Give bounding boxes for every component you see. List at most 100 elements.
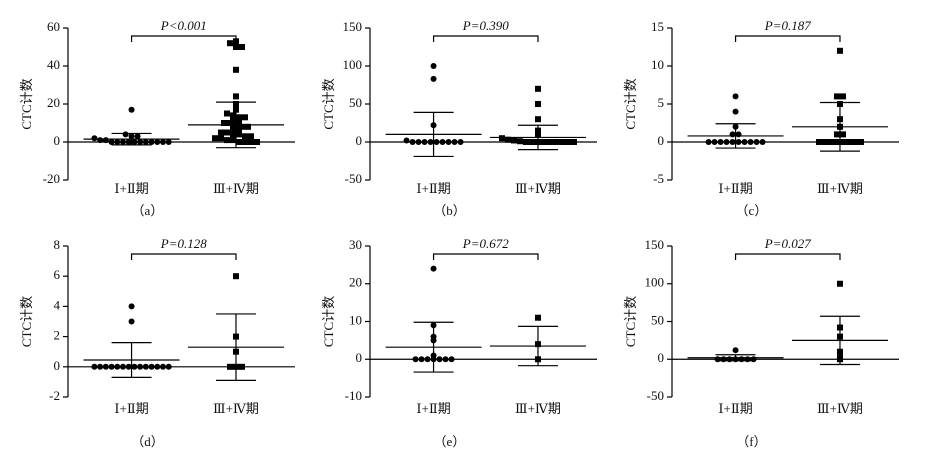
y-tick-label: 10 xyxy=(349,312,362,327)
y-tick-label: 0 xyxy=(54,358,61,373)
data-point xyxy=(238,44,245,50)
data-point xyxy=(102,137,109,144)
data-point xyxy=(232,38,239,45)
data-point xyxy=(827,139,834,145)
data-point xyxy=(91,363,98,370)
data-point xyxy=(439,139,446,145)
y-axis-label: CTC计数 xyxy=(321,78,336,129)
sd-bar xyxy=(215,101,256,149)
data-point xyxy=(457,139,464,145)
y-tick-label: 100 xyxy=(645,275,665,290)
data-point xyxy=(839,139,846,145)
data-point xyxy=(442,356,449,363)
x-tick-label: Ⅲ+Ⅳ期 xyxy=(515,181,561,196)
x-tick-label: Ⅲ+Ⅳ期 xyxy=(817,181,863,196)
data-point xyxy=(430,75,437,82)
y-tick-label: -2 xyxy=(49,388,60,403)
y-tick-label: 6 xyxy=(54,267,61,282)
panel-label: （d） xyxy=(131,434,164,449)
x-tick-label: Ⅰ+Ⅱ期 xyxy=(718,401,752,416)
data-point xyxy=(235,118,242,125)
data-point xyxy=(131,139,138,145)
sd-bar xyxy=(215,313,256,381)
data-point xyxy=(433,139,440,145)
data-point xyxy=(705,139,712,145)
data-point xyxy=(564,139,571,145)
data-point xyxy=(732,347,739,354)
data-point xyxy=(154,139,161,145)
data-point xyxy=(226,120,233,126)
x-tick-label: Ⅰ+Ⅱ期 xyxy=(416,181,450,196)
data-point xyxy=(232,93,239,100)
x-tick-label: Ⅰ+Ⅱ期 xyxy=(718,181,752,196)
data-point xyxy=(741,139,748,145)
p-value: P=0.128 xyxy=(160,236,207,251)
sd-bar xyxy=(715,123,756,149)
y-tick-label: 150 xyxy=(343,19,363,34)
y-tick-label: 0 xyxy=(356,350,363,365)
data-point xyxy=(836,280,843,287)
data-point xyxy=(836,47,843,54)
data-point xyxy=(510,137,517,144)
y-axis-label: CTC计数 xyxy=(623,296,638,347)
data-point xyxy=(235,127,242,134)
data-point xyxy=(148,363,155,370)
data-point xyxy=(108,139,115,145)
data-point xyxy=(247,139,254,145)
data-point xyxy=(498,135,505,142)
data-point xyxy=(857,139,864,145)
y-tick-label: 4 xyxy=(54,297,61,312)
data-point xyxy=(534,101,541,107)
data-point xyxy=(570,139,577,145)
data-point xyxy=(211,135,218,142)
sd-bar xyxy=(819,315,860,366)
panel-label: （b） xyxy=(433,203,466,218)
y-tick-label: 8 xyxy=(54,237,61,252)
p-value: P=0.027 xyxy=(764,236,811,251)
data-point xyxy=(232,273,239,280)
sd-bar xyxy=(111,342,152,378)
data-point xyxy=(217,135,224,142)
data-point xyxy=(430,63,437,69)
data-point xyxy=(128,303,135,310)
data-point xyxy=(125,363,132,370)
significance-bracket xyxy=(432,35,539,42)
y-tick-label: 60 xyxy=(47,19,60,34)
y-tick-label: -5 xyxy=(653,171,664,186)
y-tick-label: 30 xyxy=(349,237,362,252)
x-tick-label: Ⅲ+Ⅳ期 xyxy=(817,401,863,416)
data-point xyxy=(833,131,840,138)
data-point xyxy=(717,139,724,145)
sd-bar xyxy=(819,101,860,152)
data-point xyxy=(418,356,425,363)
data-point xyxy=(134,133,141,140)
data-point xyxy=(403,137,410,144)
y-tick-label: 20 xyxy=(47,95,60,110)
sd-bar xyxy=(111,132,152,146)
significance-bracket xyxy=(734,35,841,42)
x-tick-label: Ⅲ+Ⅳ期 xyxy=(213,401,259,416)
data-point xyxy=(119,363,126,370)
data-point xyxy=(244,123,251,130)
data-point xyxy=(534,314,541,321)
sd-bar xyxy=(517,325,558,367)
data-point xyxy=(421,139,428,145)
panel-label: （f） xyxy=(736,434,766,449)
data-point xyxy=(114,363,121,370)
data-point xyxy=(451,139,458,145)
data-point xyxy=(732,93,739,100)
data-point xyxy=(723,139,730,145)
data-point xyxy=(412,356,419,363)
p-value: P<0.001 xyxy=(160,18,207,33)
y-tick-label: -10 xyxy=(345,388,362,403)
data-point xyxy=(424,356,431,363)
data-point xyxy=(220,120,227,126)
data-point xyxy=(534,116,541,123)
data-point xyxy=(235,139,242,145)
data-point xyxy=(415,139,422,145)
data-point xyxy=(427,139,434,145)
data-point xyxy=(241,139,248,145)
y-tick-label: 0 xyxy=(54,133,61,148)
data-point xyxy=(232,66,239,73)
panel-label: （a） xyxy=(132,203,164,218)
